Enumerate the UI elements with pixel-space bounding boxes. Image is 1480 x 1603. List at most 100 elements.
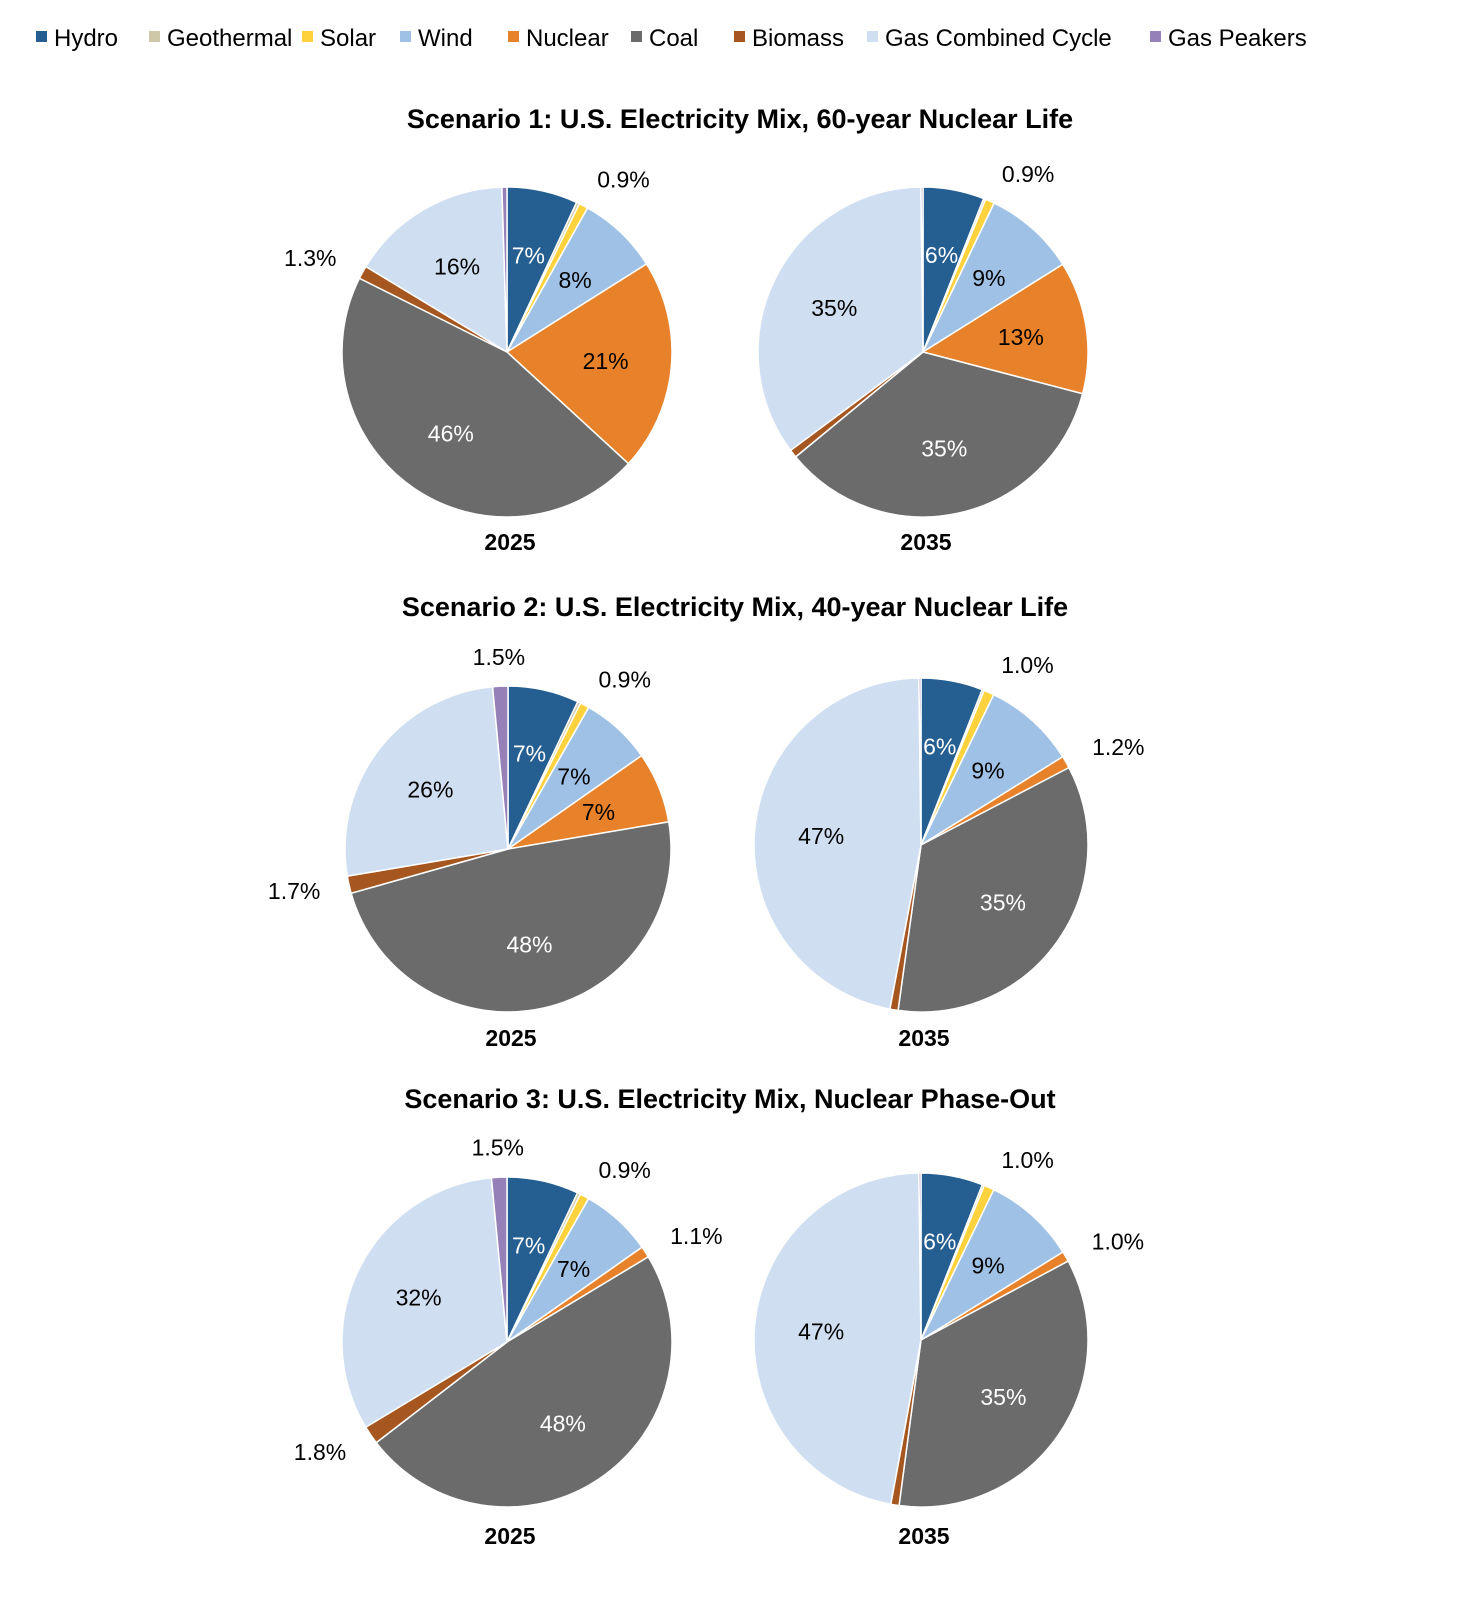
legend-item-nuclear: Nuclear bbox=[508, 25, 609, 52]
data-label-gas-peakers: 1.5% bbox=[472, 1135, 524, 1161]
data-label-nuclear: 13% bbox=[998, 324, 1044, 350]
slice-gas-combined-cycle bbox=[757, 186, 924, 452]
data-label-coal: 46% bbox=[428, 421, 474, 447]
scenario-3-title: Scenario 3: U.S. Electricity Mix, Nuclea… bbox=[404, 1084, 1055, 1114]
legend-item-solar: Solar bbox=[302, 25, 376, 52]
legend-label: Nuclear bbox=[526, 25, 609, 52]
data-label-wind: 7% bbox=[557, 764, 590, 790]
data-label-solar: 0.9% bbox=[599, 666, 651, 692]
scenario-2-title: Scenario 2: U.S. Electricity Mix, 40-yea… bbox=[402, 592, 1068, 622]
data-label-hydro: 6% bbox=[923, 734, 956, 760]
data-label-nuclear: 1.1% bbox=[670, 1223, 722, 1249]
slice-gas-peakers bbox=[918, 677, 922, 846]
data-label-gas-combined-cycle: 47% bbox=[798, 1319, 844, 1345]
slice-gas-combined-cycle bbox=[344, 685, 509, 878]
slice-gas-combined-cycle bbox=[341, 1176, 508, 1429]
legend-item-hydro: Hydro bbox=[36, 25, 118, 52]
pie-3-2035: 6% 1.0% 9% 1.0% 35% 47% 2035 bbox=[753, 1147, 1144, 1549]
data-label-wind: 8% bbox=[559, 267, 592, 293]
legend-label: Gas Peakers bbox=[1168, 25, 1307, 52]
pie-year-label: 2025 bbox=[484, 529, 535, 555]
data-label-coal: 35% bbox=[980, 1384, 1026, 1410]
pie-year-label: 2025 bbox=[484, 1523, 535, 1549]
pie-year-label: 2025 bbox=[485, 1025, 536, 1051]
legend-swatch bbox=[867, 31, 878, 42]
pie-1-2025: 7% 0.9% 8% 21% 46% 1.3% 16% 2025 bbox=[284, 166, 673, 555]
slice-coal bbox=[897, 766, 1089, 1013]
data-label-hydro: 7% bbox=[513, 741, 546, 767]
data-label-solar: 1.0% bbox=[1001, 652, 1053, 678]
slice-nuclear bbox=[505, 262, 673, 465]
data-label-biomass: 1.7% bbox=[268, 878, 320, 904]
data-label-gas-peakers: 1.5% bbox=[473, 644, 525, 670]
data-label-hydro: 7% bbox=[512, 242, 545, 268]
data-label-hydro: 6% bbox=[923, 1229, 956, 1255]
data-label-solar: 0.9% bbox=[597, 166, 649, 192]
slice-gas-peakers bbox=[918, 1172, 922, 1341]
legend-swatch bbox=[302, 31, 313, 42]
data-label-gas-combined-cycle: 16% bbox=[434, 254, 480, 280]
slice-gas-combined-cycle bbox=[753, 677, 922, 1010]
data-label-solar: 0.9% bbox=[598, 1157, 650, 1183]
data-label-gas-combined-cycle: 26% bbox=[407, 776, 453, 802]
legend-swatch bbox=[631, 31, 642, 42]
legend-label: Solar bbox=[320, 25, 376, 52]
data-label-gas-combined-cycle: 35% bbox=[811, 295, 857, 321]
pie-3-2025: 7% 0.9% 7% 1.1% 48% 1.8% 32% 1.5% 2025 bbox=[294, 1135, 723, 1549]
data-label-wind: 9% bbox=[972, 265, 1005, 291]
data-label-coal: 48% bbox=[540, 1411, 586, 1437]
legend-label: Biomass bbox=[752, 25, 844, 52]
data-label-gas-combined-cycle: 32% bbox=[396, 1284, 442, 1310]
legend-label: Hydro bbox=[54, 25, 118, 52]
slice-gas-peakers bbox=[920, 186, 924, 353]
legend-swatch bbox=[149, 31, 160, 42]
data-label-solar: 0.9% bbox=[1002, 161, 1054, 187]
slice-coal bbox=[341, 277, 630, 518]
legend-swatch bbox=[734, 31, 745, 42]
pie-year-label: 2035 bbox=[898, 1025, 949, 1051]
scenario-1-title: Scenario 1: U.S. Electricity Mix, 60-yea… bbox=[407, 104, 1073, 134]
legend-item-gas-combined-cycle: Gas Combined Cycle bbox=[867, 25, 1112, 52]
slice-wind bbox=[919, 693, 1064, 848]
data-label-coal: 48% bbox=[506, 931, 552, 957]
legend-swatch bbox=[400, 31, 411, 42]
legend-label: Geothermal bbox=[167, 25, 292, 52]
legend-swatch bbox=[36, 31, 47, 42]
slice-gas-peakers bbox=[491, 685, 509, 850]
data-label-solar: 1.0% bbox=[1001, 1147, 1053, 1173]
legend-item-biomass: Biomass bbox=[734, 25, 844, 52]
pie-2-2035: 6% 1.0% 9% 1.2% 35% 47% 2035 bbox=[753, 652, 1145, 1051]
data-label-wind: 9% bbox=[971, 1253, 1004, 1279]
slice-coal bbox=[350, 820, 672, 1013]
slice-wind bbox=[921, 202, 1064, 355]
data-label-wind: 9% bbox=[971, 757, 1004, 783]
legend-item-geothermal: Geothermal bbox=[149, 25, 292, 52]
slice-nuclear bbox=[921, 263, 1089, 395]
pie-year-label: 2035 bbox=[898, 1523, 949, 1549]
slice-gas-combined-cycle bbox=[364, 186, 508, 354]
data-label-coal: 35% bbox=[980, 890, 1026, 916]
data-label-nuclear: 1.2% bbox=[1092, 734, 1144, 760]
data-label-nuclear: 1.0% bbox=[1092, 1228, 1144, 1254]
legend-item-gas-peakers: Gas Peakers bbox=[1150, 25, 1307, 52]
legend-label: Gas Combined Cycle bbox=[885, 25, 1112, 52]
slice-gas-peakers bbox=[501, 186, 508, 353]
data-label-gas-combined-cycle: 47% bbox=[798, 823, 844, 849]
legend-item-wind: Wind bbox=[400, 25, 473, 52]
legend-label: Coal bbox=[649, 25, 698, 52]
data-label-nuclear: 21% bbox=[583, 348, 629, 374]
data-label-wind: 7% bbox=[557, 1256, 590, 1282]
pie-year-label: 2035 bbox=[900, 529, 951, 555]
legend-swatch bbox=[1150, 31, 1161, 42]
legend-item-coal: Coal bbox=[631, 25, 698, 52]
data-label-coal: 35% bbox=[921, 436, 967, 462]
data-label-biomass: 1.8% bbox=[294, 1439, 346, 1465]
data-label-hydro: 6% bbox=[925, 242, 958, 268]
slice-wind bbox=[919, 1188, 1064, 1343]
legend-label: Wind bbox=[418, 25, 473, 52]
pie-2-2025: 7% 0.9% 7% 7% 48% 1.7% 26% 1.5% 2025 bbox=[268, 644, 672, 1051]
pie-1-2035: 6% 0.9% 9% 13% 35% 35% 2035 bbox=[757, 161, 1089, 555]
slice-coal bbox=[794, 351, 1084, 518]
legend-swatch bbox=[508, 31, 519, 42]
